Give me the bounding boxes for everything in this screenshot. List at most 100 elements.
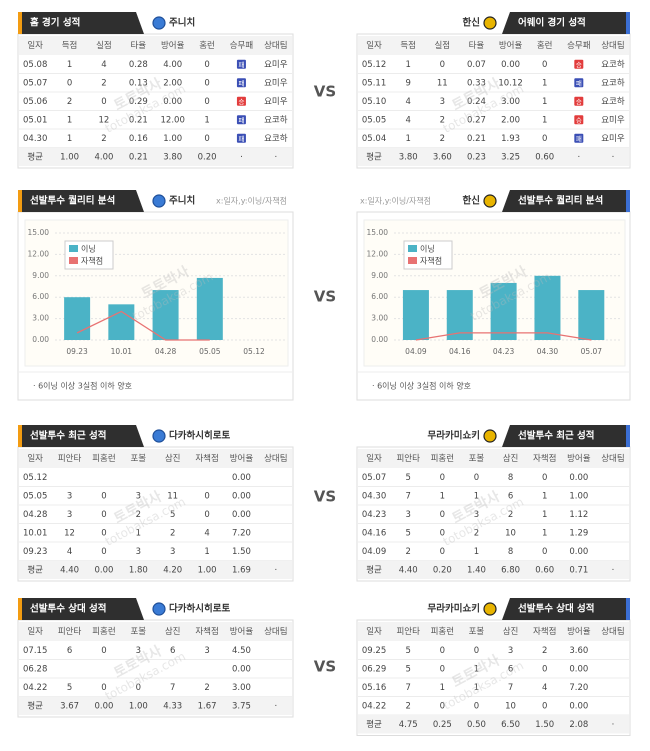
average-row-bg (358, 147, 629, 166)
table-cell: 7.20 (569, 683, 588, 693)
vs-label: VS (314, 658, 336, 676)
table-cell: 6 (67, 646, 72, 656)
average-cell: 0.00 (94, 565, 113, 575)
header-accent (18, 598, 22, 620)
table-cell: 1 (204, 115, 209, 125)
table-cell: 05.07 (362, 473, 386, 483)
table-cell: 5 (170, 510, 175, 520)
table-cell: 04.16 (362, 528, 386, 538)
average-cell: 1.00 (60, 152, 79, 162)
table-cell: 0 (440, 646, 445, 656)
column-header: 피안타 (396, 453, 420, 464)
result-icon (236, 59, 246, 69)
table-cell: 5 (405, 664, 410, 674)
average-cell: · (612, 565, 615, 575)
column-header: 포볼 (130, 453, 146, 464)
result-label: 패 (238, 60, 244, 69)
column-header: 피안타 (58, 453, 82, 464)
y-tick-label: 9.00 (371, 271, 388, 280)
average-cell: 0.20 (198, 152, 217, 162)
table-cell: 2 (474, 528, 479, 538)
table-cell: 0 (136, 683, 141, 693)
result-icon (574, 133, 584, 143)
table-cell: 7 (405, 491, 410, 501)
table-cell: 요미우 (264, 97, 288, 107)
table-cell: 1 (440, 491, 445, 501)
table-cell: 0 (204, 97, 209, 107)
table-cell: 0.00 (569, 664, 588, 674)
table-cell: 1.00 (163, 134, 182, 144)
column-header: 방어율 (567, 453, 591, 464)
table-cell: 8 (508, 547, 513, 557)
average-cell: 0.50 (467, 720, 486, 730)
header-accent (18, 12, 22, 34)
table-cell: 05.04 (362, 134, 386, 144)
average-cell: 0.21 (129, 152, 148, 162)
column-header: 피홈런 (92, 453, 115, 464)
header-accent (626, 598, 630, 620)
x-tick-label: 05.05 (199, 347, 221, 356)
column-header: 상대팀 (264, 453, 287, 464)
average-cell: 4.00 (94, 152, 113, 162)
column-header: 일자 (366, 627, 382, 637)
table-cell: 5 (405, 528, 410, 538)
legend-swatch (408, 245, 417, 252)
table-cell: 3 (136, 547, 141, 557)
table-cell: 1.50 (232, 547, 251, 557)
table-cell: 1 (542, 491, 547, 501)
axis-note: x:일자,y:이닝/자책점 (360, 196, 431, 206)
column-header-bg (19, 36, 292, 55)
column-header: 자책점 (195, 453, 218, 464)
average-cell: 0.25 (433, 720, 452, 730)
table-cell: 2 (405, 547, 410, 557)
table-cell: 7 (508, 683, 513, 693)
average-cell: 4.20 (163, 565, 182, 575)
table-cell: 2 (508, 510, 513, 520)
table-cell: 요코하 (264, 114, 288, 125)
header-accent (18, 425, 22, 447)
bar (402, 290, 429, 340)
header-accent (626, 190, 630, 212)
table-cell: 3 (508, 646, 513, 656)
column-header: 홈런 (199, 40, 215, 51)
table-cell: 0 (440, 473, 445, 483)
table-cell: 05.06 (23, 97, 47, 107)
average-cell: 4.75 (399, 720, 418, 730)
team-name: 다카하시히로토 (169, 430, 230, 442)
result-icon (236, 115, 246, 125)
panel-border (356, 33, 631, 169)
table-cell: 5 (405, 473, 410, 483)
column-header: 방어율 (230, 626, 254, 637)
table-cell: 요미우 (601, 134, 625, 144)
table-cell: 05.05 (362, 115, 386, 125)
column-header: 포볼 (130, 626, 146, 637)
x-tick-label: 05.12 (243, 347, 265, 356)
legend-label: 이닝 (420, 244, 435, 254)
table-cell: 0 (440, 664, 445, 674)
average-cell: 0.60 (535, 565, 554, 575)
table-cell: 3 (405, 510, 410, 520)
table-cell: 2 (136, 510, 141, 520)
bar (108, 304, 135, 340)
column-header: 득점 (400, 40, 416, 51)
average-row-bg (19, 147, 292, 166)
table-cell: 0.00 (569, 547, 588, 557)
x-tick-label: 10.01 (111, 347, 133, 356)
table-cell: 1 (542, 115, 547, 125)
table-cell: 3.60 (569, 646, 588, 656)
column-header: 삼진 (165, 626, 181, 637)
average-cell: · (612, 152, 615, 162)
table-cell: 0 (440, 60, 445, 70)
column-header: 상대팀 (601, 453, 624, 464)
y-tick-label: 15.00 (28, 228, 50, 237)
result-label: 패 (238, 115, 244, 124)
average-cell: 4.40 (399, 565, 418, 575)
column-header: 방어율 (499, 40, 523, 51)
bar (196, 277, 223, 340)
average-cell: 2.08 (569, 720, 588, 730)
table-cell: 3 (474, 510, 479, 520)
table-cell: 3 (67, 510, 72, 520)
table-cell: 1.29 (569, 528, 588, 538)
table-cell: 7 (170, 683, 175, 693)
table-cell: 04.30 (362, 491, 386, 501)
